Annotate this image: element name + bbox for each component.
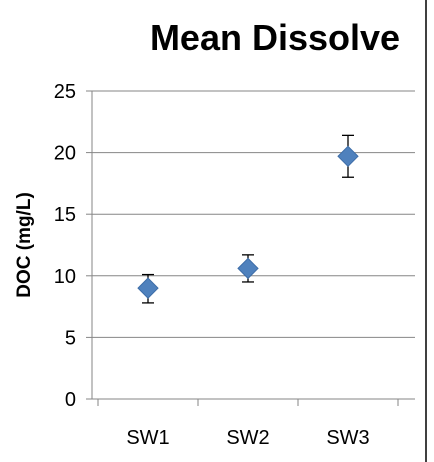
y-tick-label: 10 [54, 266, 76, 288]
data-markers [137, 134, 359, 304]
y-tick-label: 20 [54, 143, 76, 165]
tick-labels: 0 5 10 15 20 25 SW1 SW2 SW3 [54, 81, 370, 449]
axes [86, 90, 415, 406]
y-tick-label: 0 [65, 389, 76, 411]
y-tick-label: 15 [54, 204, 76, 226]
x-tick-label: SW1 [126, 427, 169, 449]
y-axis-title: DOC (mg/L) [14, 192, 35, 298]
y-tick-label: 5 [65, 327, 76, 349]
chart-title: Mean Dissolve [150, 17, 400, 58]
x-tick-label: SW2 [226, 427, 269, 449]
gridlines [92, 90, 415, 338]
data-point-sw2 [237, 257, 259, 280]
y-tick-label: 25 [54, 81, 76, 103]
x-tick-label: SW3 [326, 427, 369, 449]
data-point-sw1 [137, 277, 159, 299]
data-point-sw3 [337, 145, 359, 168]
